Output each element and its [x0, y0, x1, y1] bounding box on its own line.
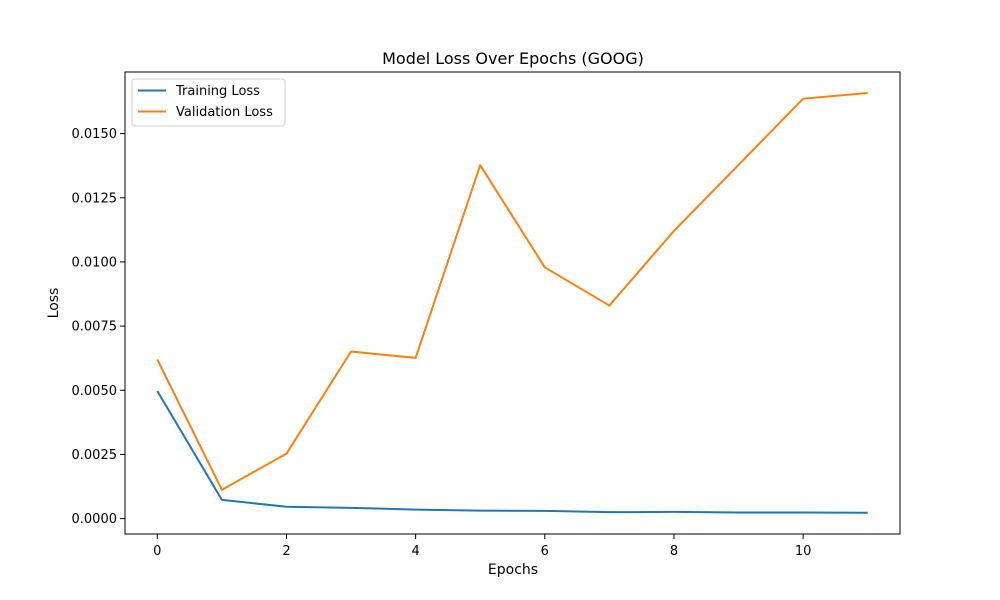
- legend: Training Loss Validation Loss: [131, 78, 286, 127]
- series-line-training-loss: [156, 390, 868, 514]
- legend-label-validation-loss: Validation Loss: [176, 105, 273, 120]
- legend-label-training-loss: Training Loss: [175, 84, 260, 99]
- x-tick-label: 8: [670, 544, 678, 559]
- y-tick-label: 0.0125: [72, 191, 118, 206]
- y-tick-label: 0.0000: [72, 512, 118, 527]
- y-tick-label: 0.0100: [72, 255, 118, 270]
- y-axis-label: Loss: [46, 288, 62, 319]
- x-axis: 0 2 4 6 8 10: [153, 534, 811, 559]
- legend-box: [131, 78, 286, 127]
- plot-lines: [156, 92, 868, 514]
- plot-frame: [124, 71, 901, 535]
- x-axis-label: Epochs: [488, 562, 538, 578]
- x-tick-label: 0: [153, 544, 161, 559]
- y-tick-label: 0.0025: [72, 448, 118, 463]
- y-tick-label: 0.0075: [72, 320, 118, 335]
- y-axis: 0.0000 0.0025 0.0050 0.0075 0.0100 0.0125 0.01…: [72, 127, 125, 527]
- x-tick-label: 2: [282, 544, 290, 559]
- chart-title: Model Loss Over Epochs (GOOG): [382, 49, 644, 68]
- x-tick-label: 4: [411, 544, 419, 559]
- y-tick-label: 0.0050: [72, 384, 118, 399]
- x-tick-label: 6: [541, 544, 549, 559]
- y-tick-label: 0.0150: [72, 127, 118, 142]
- series-line-validation-loss: [156, 92, 868, 491]
- x-tick-label: 10: [795, 544, 812, 559]
